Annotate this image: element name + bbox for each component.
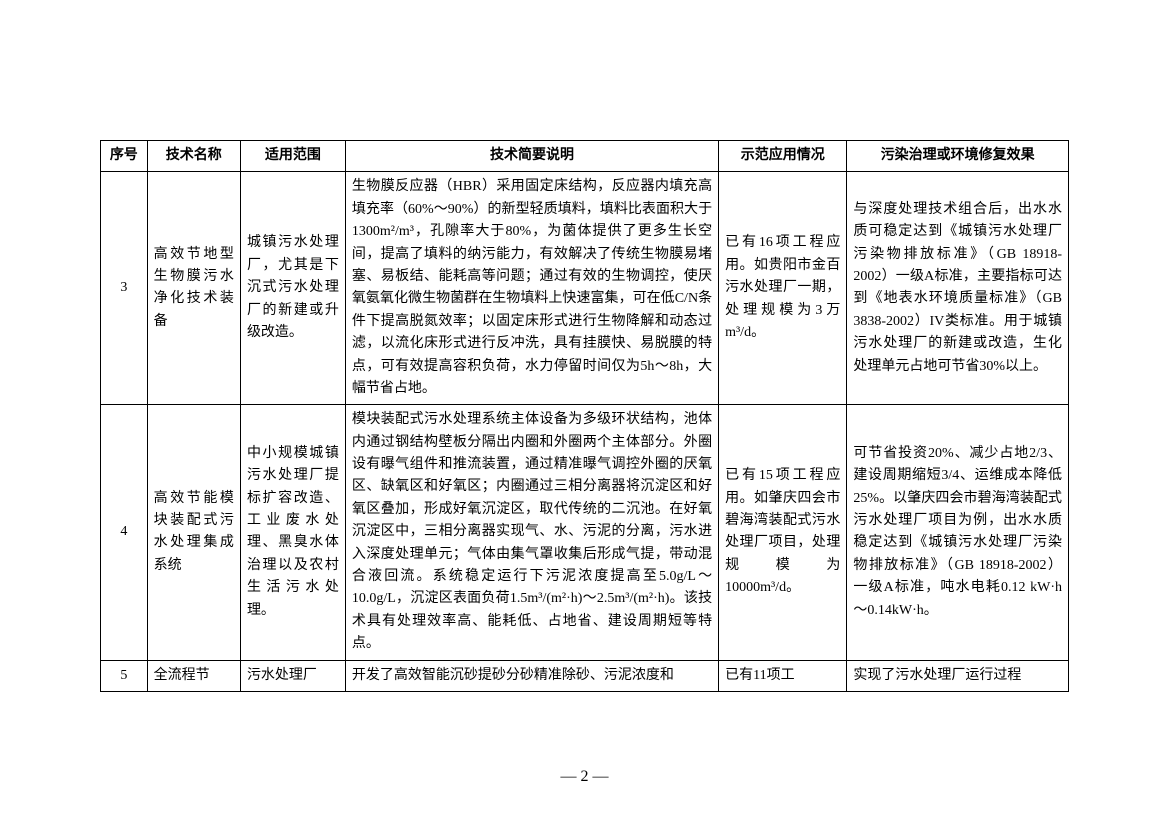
cell-desc: 模块装配式污水处理系统主体设备为多级环状结构，池体内通过钢结构壁板分隔出内圈和外… [345, 405, 718, 660]
table-row: 3 高效节地型生物膜污水净化技术装备 城镇污水处理厂，尤其是下沉式污水处理厂的新… [101, 172, 1069, 405]
table-row: 5 全流程节 污水处理厂 开发了高效智能沉砂提砂分砂精准除砂、污泥浓度和 已有1… [101, 660, 1069, 691]
cell-scope: 污水处理厂 [240, 660, 345, 691]
cell-seq: 5 [101, 660, 148, 691]
cell-name: 高效节地型生物膜污水净化技术装备 [147, 172, 240, 405]
col-header-app: 示范应用情况 [719, 141, 847, 172]
cell-seq: 4 [101, 405, 148, 660]
page-content: 序号 技术名称 适用范围 技术简要说明 示范应用情况 污染治理或环境修复效果 3… [0, 0, 1169, 732]
cell-scope: 中小规模城镇污水处理厂提标扩容改造、工业废水处理、黑臭水体治理以及农村生活污水处… [240, 405, 345, 660]
col-header-effect: 污染治理或环境修复效果 [847, 141, 1069, 172]
table-header-row: 序号 技术名称 适用范围 技术简要说明 示范应用情况 污染治理或环境修复效果 [101, 141, 1069, 172]
table-row: 4 高效节能模块装配式污水处理集成系统 中小规模城镇污水处理厂提标扩容改造、工业… [101, 405, 1069, 660]
cell-effect: 可节省投资20%、减少占地2/3、建设周期缩短3/4、运维成本降低25%。以肇庆… [847, 405, 1069, 660]
cell-desc: 生物膜反应器（HBR）采用固定床结构，反应器内填充高填充率（60%～90%）的新… [345, 172, 718, 405]
cell-app: 已有11项工 [719, 660, 847, 691]
cell-seq: 3 [101, 172, 148, 405]
page-number: — 2 — [0, 768, 1169, 786]
col-header-desc: 技术简要说明 [345, 141, 718, 172]
technology-table: 序号 技术名称 适用范围 技术简要说明 示范应用情况 污染治理或环境修复效果 3… [100, 140, 1069, 692]
cell-desc: 开发了高效智能沉砂提砂分砂精准除砂、污泥浓度和 [345, 660, 718, 691]
cell-scope: 城镇污水处理厂，尤其是下沉式污水处理厂的新建或升级改造。 [240, 172, 345, 405]
cell-effect: 与深度处理技术组合后，出水水质可稳定达到《城镇污水处理厂污染物排放标准》（GB … [847, 172, 1069, 405]
col-header-scope: 适用范围 [240, 141, 345, 172]
cell-app: 已有15项工程应用。如肇庆四会市碧海湾装配式污水处理厂项目，处理规模为10000… [719, 405, 847, 660]
cell-name: 高效节能模块装配式污水处理集成系统 [147, 405, 240, 660]
cell-app: 已有16项工程应用。如贵阳市金百污水处理厂一期，处理规模为3万m³/d。 [719, 172, 847, 405]
col-header-name: 技术名称 [147, 141, 240, 172]
cell-name: 全流程节 [147, 660, 240, 691]
col-header-seq: 序号 [101, 141, 148, 172]
cell-effect: 实现了污水处理厂运行过程 [847, 660, 1069, 691]
table-body: 3 高效节地型生物膜污水净化技术装备 城镇污水处理厂，尤其是下沉式污水处理厂的新… [101, 172, 1069, 692]
